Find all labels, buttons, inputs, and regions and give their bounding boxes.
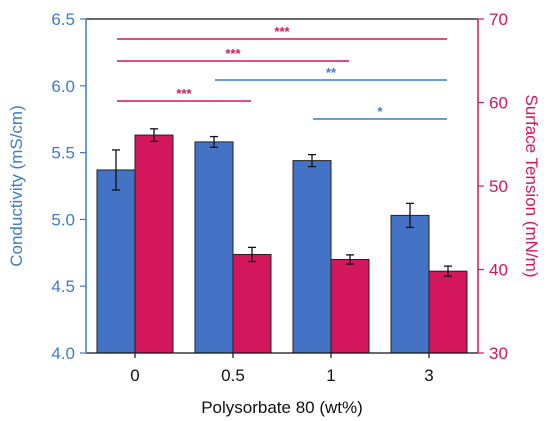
y-right-tick-label: 30 (489, 344, 508, 363)
x-tick-label: 0 (130, 366, 139, 385)
y-right-tick-label: 40 (489, 261, 508, 280)
error-bar (112, 149, 120, 191)
significance-group: ************ (117, 24, 447, 120)
significance-label: ** (326, 65, 337, 80)
bar-conductivity-1 (292, 160, 332, 354)
y-left-tick-label: 5.5 (51, 144, 75, 163)
axes-group: 4.0 4.5 5.0 5.5 6.0 6.5 30 40 50 60 70 0 0.5 1 3 (51, 10, 508, 385)
y-axis-left-title: Conductivity (mS/cm) (7, 105, 26, 267)
significance-label: * (377, 104, 383, 119)
error-bar (406, 202, 414, 229)
y-left-tick-label: 4.0 (51, 344, 75, 363)
bar-surface-tension-1 (330, 258, 370, 354)
significance-label: *** (274, 24, 290, 39)
error-bar (308, 153, 316, 168)
error-bar-group (112, 128, 452, 277)
significance-label: *** (225, 46, 241, 61)
y-left-tick-label: 6.0 (51, 77, 75, 96)
error-bar (150, 128, 158, 142)
y-left-tick-label: 4.5 (51, 277, 75, 296)
x-tick-label: 3 (424, 366, 433, 385)
y-right-tick-label: 70 (489, 10, 508, 29)
bar-surface-tension-0 (134, 134, 174, 354)
x-tick-label: 0.5 (221, 366, 245, 385)
bar-conductivity-3 (390, 214, 430, 354)
x-axis-title: Polysorbate 80 (wt%) (201, 398, 363, 417)
bar-conductivity-0 (96, 169, 136, 354)
bar-conductivity-0.5 (194, 141, 234, 354)
y-left-tick-label: 6.5 (51, 10, 75, 29)
y-axis-right-title: Surface Tension (mN/m) (522, 95, 541, 278)
significance-label: *** (176, 86, 192, 101)
y-right-tick-label: 60 (489, 94, 508, 113)
y-left-tick-label: 5.0 (51, 210, 75, 229)
x-tick-label: 1 (326, 366, 335, 385)
error-bar (248, 246, 256, 263)
y-right-tick-label: 50 (489, 177, 508, 196)
error-bar (346, 254, 354, 265)
bar-group (96, 134, 468, 354)
error-bar (210, 135, 218, 148)
bar-surface-tension-3 (428, 270, 468, 354)
error-bar (444, 265, 452, 277)
bar-surface-tension-0.5 (232, 253, 272, 354)
